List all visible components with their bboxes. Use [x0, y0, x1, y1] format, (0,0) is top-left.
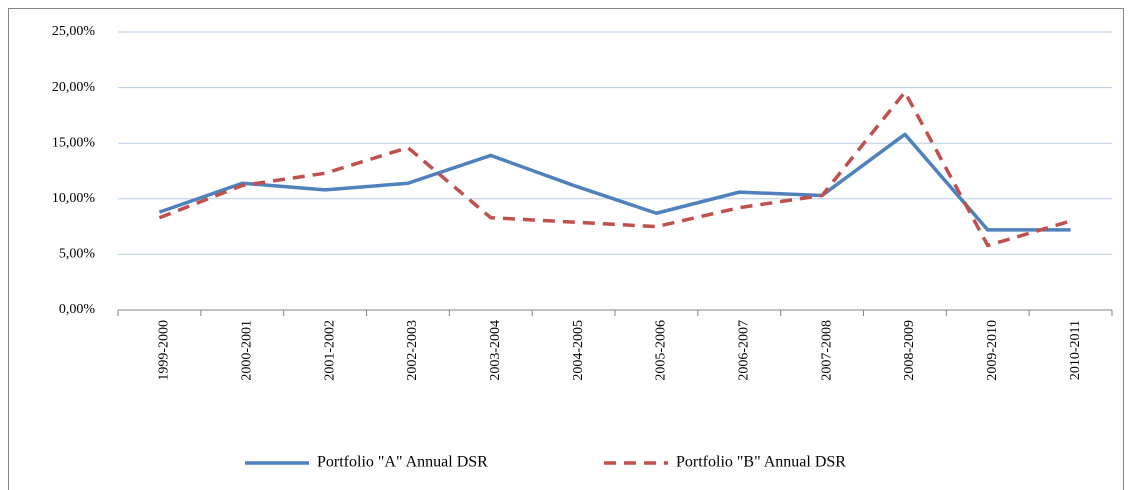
legend-label: Portfolio "B" Annual DSR	[676, 454, 846, 471]
y-tick-label: 20,00%	[52, 80, 96, 95]
x-tick-label: 2001-2002	[322, 320, 337, 381]
y-tick-label: 0,00%	[59, 302, 96, 317]
x-tick-label: 2010-2011	[1068, 320, 1083, 380]
y-tick-label: 15,00%	[52, 135, 96, 150]
x-tick-label: 1999-2000	[157, 320, 172, 381]
x-tick-label: 2000-2001	[239, 320, 254, 381]
chart-border	[8, 8, 1124, 490]
y-tick-label: 25,00%	[52, 24, 96, 39]
x-tick-label: 2009-2010	[985, 320, 1000, 381]
x-tick-label: 2005-2006	[654, 320, 669, 381]
series-line	[158, 132, 1071, 232]
y-tick-label: 5,00%	[59, 247, 96, 262]
x-tick-label: 2008-2009	[902, 320, 917, 381]
x-tick-label: 2006-2007	[736, 320, 751, 381]
x-tick-label: 2003-2004	[488, 320, 503, 381]
series-line	[158, 90, 1072, 248]
x-tick-label: 2004-2005	[571, 320, 586, 381]
y-tick-label: 10,00%	[52, 191, 96, 206]
legend-label: Portfolio "A" Annual DSR	[317, 454, 488, 471]
x-tick-label: 2007-2008	[819, 320, 834, 381]
x-tick-label: 2002-2003	[405, 320, 420, 381]
